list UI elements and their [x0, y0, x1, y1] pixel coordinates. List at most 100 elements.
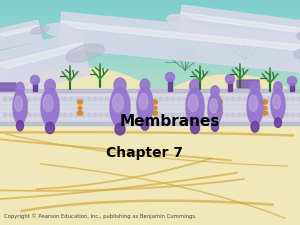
Ellipse shape	[189, 113, 193, 117]
Bar	[0, 168, 300, 171]
Ellipse shape	[147, 113, 151, 117]
Bar	[0, 122, 300, 125]
Ellipse shape	[33, 97, 37, 101]
Ellipse shape	[273, 97, 277, 101]
Ellipse shape	[271, 89, 285, 121]
Ellipse shape	[249, 95, 258, 112]
Bar	[0, 146, 300, 149]
FancyBboxPatch shape	[237, 80, 259, 88]
Ellipse shape	[46, 122, 55, 134]
Bar	[0, 73, 300, 76]
Ellipse shape	[129, 113, 133, 117]
Bar	[0, 14, 300, 17]
Bar	[0, 67, 300, 70]
Bar	[0, 78, 300, 82]
Bar	[0, 104, 300, 107]
Ellipse shape	[267, 97, 271, 101]
Ellipse shape	[147, 97, 151, 101]
Bar	[0, 0, 300, 3]
Ellipse shape	[186, 88, 204, 126]
Ellipse shape	[237, 97, 241, 101]
Ellipse shape	[188, 95, 198, 112]
Ellipse shape	[111, 113, 115, 117]
Ellipse shape	[274, 82, 282, 93]
Bar	[0, 160, 300, 163]
Ellipse shape	[105, 113, 109, 117]
Ellipse shape	[165, 97, 169, 101]
Ellipse shape	[135, 97, 139, 101]
Ellipse shape	[3, 113, 7, 117]
Bar	[0, 182, 300, 186]
Ellipse shape	[190, 122, 200, 134]
Ellipse shape	[111, 97, 115, 101]
Ellipse shape	[3, 97, 7, 101]
Ellipse shape	[63, 97, 67, 101]
Ellipse shape	[177, 113, 181, 117]
Ellipse shape	[225, 97, 229, 101]
Ellipse shape	[263, 106, 267, 110]
Ellipse shape	[243, 97, 247, 101]
Bar	[0, 174, 300, 177]
Bar	[0, 180, 300, 183]
Bar	[0, 171, 300, 174]
Ellipse shape	[208, 93, 222, 125]
Bar	[0, 199, 300, 202]
Polygon shape	[0, 32, 90, 98]
Bar	[0, 118, 300, 121]
Ellipse shape	[39, 97, 43, 101]
Ellipse shape	[0, 68, 170, 178]
Ellipse shape	[273, 94, 280, 109]
Text: Copyright © Pearson Education, Inc., publishing as Benjamin Cummings.: Copyright © Pearson Education, Inc., pub…	[4, 213, 197, 219]
Bar	[0, 123, 300, 126]
Ellipse shape	[218, 106, 222, 110]
Bar	[0, 47, 300, 51]
Ellipse shape	[219, 113, 223, 117]
Ellipse shape	[0, 36, 4, 44]
Ellipse shape	[78, 106, 82, 110]
Ellipse shape	[141, 97, 145, 101]
Ellipse shape	[9, 97, 13, 101]
Bar	[0, 42, 300, 45]
Bar	[0, 137, 300, 141]
Ellipse shape	[189, 97, 193, 101]
Ellipse shape	[81, 97, 85, 101]
Ellipse shape	[69, 97, 73, 101]
Ellipse shape	[99, 97, 103, 101]
Ellipse shape	[273, 113, 277, 117]
Bar	[0, 177, 300, 180]
Bar	[33, 82, 37, 91]
Bar	[0, 109, 300, 112]
Ellipse shape	[139, 93, 148, 110]
Ellipse shape	[255, 113, 259, 117]
Bar	[0, 28, 300, 31]
Ellipse shape	[0, 68, 9, 86]
Polygon shape	[0, 25, 40, 38]
Ellipse shape	[115, 123, 125, 135]
Ellipse shape	[237, 113, 241, 117]
Ellipse shape	[77, 100, 83, 104]
Ellipse shape	[213, 97, 217, 101]
Bar	[0, 30, 300, 34]
Bar	[0, 115, 300, 118]
Ellipse shape	[297, 32, 300, 43]
Bar	[0, 25, 300, 28]
Bar	[0, 2, 300, 6]
Polygon shape	[58, 12, 300, 73]
Ellipse shape	[183, 113, 187, 117]
Ellipse shape	[27, 97, 31, 101]
Ellipse shape	[152, 111, 158, 115]
Ellipse shape	[231, 113, 235, 117]
Ellipse shape	[285, 113, 289, 117]
Ellipse shape	[207, 113, 211, 117]
Ellipse shape	[201, 97, 205, 101]
Ellipse shape	[207, 97, 211, 101]
Bar	[0, 216, 300, 219]
Ellipse shape	[13, 90, 27, 124]
Ellipse shape	[183, 97, 187, 101]
Bar	[0, 8, 300, 11]
Bar	[0, 53, 300, 56]
Ellipse shape	[57, 113, 61, 117]
Bar	[0, 19, 300, 22]
Ellipse shape	[218, 100, 223, 104]
Ellipse shape	[153, 106, 157, 110]
